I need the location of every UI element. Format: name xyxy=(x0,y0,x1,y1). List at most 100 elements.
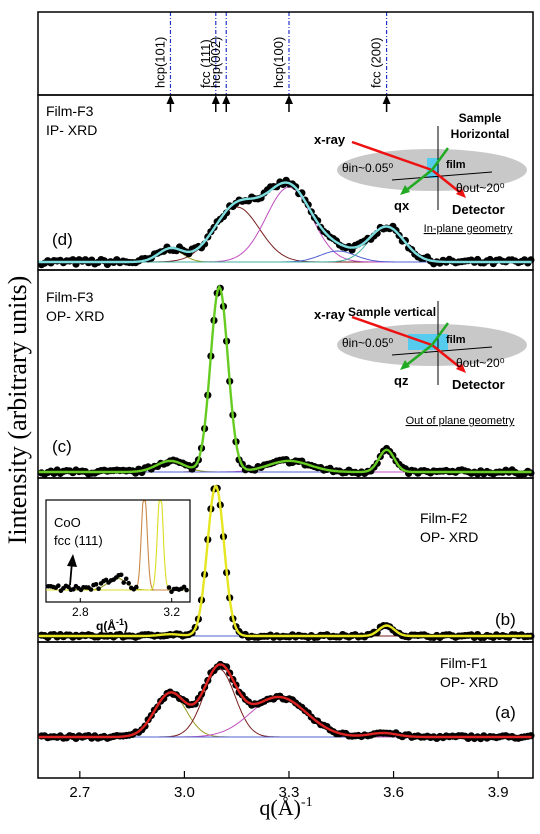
y-axis-label: Iintensity (arbitrary units) xyxy=(3,276,32,545)
panel-c-theta-out: θout~20⁰ xyxy=(456,356,505,370)
panel-d-theta-in: θin~0.05⁰ xyxy=(342,161,393,175)
panel-b-tag: (b) xyxy=(495,610,516,629)
reference-arrow-head-3 xyxy=(284,95,293,104)
panel-b: (b) Film-F2 OP- XRD xyxy=(37,484,535,642)
axes-layer: 2.7 3.0 3.3 3.6 3.9 xyxy=(37,11,534,801)
panel-d-geometry-inset: x-ray film θin~0.05⁰ θout~20⁰ qx Detector Samp… xyxy=(314,111,527,235)
reference-arrow-head-1 xyxy=(211,95,220,104)
panel-c-fit-curve xyxy=(38,284,532,474)
panel-b-zoom-xlabel: q(Å-1) xyxy=(96,617,128,633)
reference-label-2: hcp(002) xyxy=(208,37,223,88)
panel-b-fit-curve xyxy=(38,485,532,638)
panel-d-title-line-1: IP- XRD xyxy=(46,122,97,138)
panel-d-theta-out: θout~20⁰ xyxy=(456,181,505,195)
panel-d-sample-title-2: Horizontal xyxy=(451,127,510,141)
panel-b-zoom-point xyxy=(123,576,129,582)
panel-d-xray-in xyxy=(351,140,433,172)
panel-c-q-vector xyxy=(403,344,433,368)
panel-b-zoom-tick-label-1: 3.2 xyxy=(163,605,180,619)
panel-b-zoom-point xyxy=(71,587,76,592)
panel-c-sample-title-1: Sample vertical xyxy=(348,305,436,319)
x-tick-label-2: 3.3 xyxy=(279,784,300,801)
panel-c-xray-out xyxy=(431,344,463,370)
panel-a-point xyxy=(223,663,231,671)
panel-b-zoom-point xyxy=(181,584,187,590)
panel-b-zoom-title-1: CoO xyxy=(54,515,81,530)
panel-d-axis-horizontal xyxy=(391,171,493,181)
panel-c: (c) Film-F3 OP- XRD xyxy=(37,284,535,478)
panel-a-fit-curve xyxy=(38,663,532,739)
panel-c-geometry-inset: x-ray film θin~0.05⁰ θout~20⁰ qz Detector Samp… xyxy=(314,301,527,427)
panel-a: (a) Film-F1 OP- XRD xyxy=(37,655,535,743)
panel-a-tag: (a) xyxy=(495,703,516,722)
panel-a-title-line-1: OP- XRD xyxy=(440,674,498,690)
panel-d-xray-out xyxy=(431,169,463,195)
panel-c-xray-out-arrow xyxy=(456,363,466,373)
panel-b-zoom-point xyxy=(118,572,124,578)
panel-b-zoom-point xyxy=(93,582,99,587)
panel-d-detector-label: Detector xyxy=(452,202,505,217)
reference-arrow-head-2 xyxy=(222,95,231,104)
panel-b-zoom-point xyxy=(121,580,126,585)
reference-label-0: hcp(101) xyxy=(152,37,167,88)
panel-b-zoom-xlabel-exp: -1 xyxy=(116,617,124,627)
panel-b-zoom-tick-label-0: 2.8 xyxy=(72,605,89,619)
panel-c-theta-in: θin~0.05⁰ xyxy=(342,336,393,350)
panel-b-zoom-point xyxy=(166,585,172,590)
panel-c-q-label: qz xyxy=(394,373,409,388)
reference-arrow-head-0 xyxy=(166,95,175,104)
x-tick-label-3: 3.6 xyxy=(383,784,404,801)
x-tick-label-4: 3.9 xyxy=(488,784,509,801)
panel-d-sample-title-1: Sample xyxy=(459,111,502,125)
panel-d-title-line-0: Film-F3 xyxy=(46,103,94,119)
x-axis-label-text: q(Å) xyxy=(259,795,301,820)
panel-d: (d) Film-F3 IP- XRD xyxy=(37,103,535,269)
panel-b-zoom-arrow-head xyxy=(67,554,77,567)
panel-b-zoom-point xyxy=(56,583,61,588)
panel-d-film-label: film xyxy=(446,159,466,171)
panel-c-title-line-0: Film-F3 xyxy=(46,289,94,305)
panel-d-q-vector xyxy=(403,169,433,193)
panel-c-film-label: film xyxy=(446,334,466,346)
x-axis-label: q(Å)-1 xyxy=(259,795,312,820)
panel-c-axis-horizontal xyxy=(391,346,493,356)
x-axis-label-exp: -1 xyxy=(301,795,313,810)
reference-layer: hcp(101) fcc (111)hcp(002) hcp(100) fcc (20… xyxy=(152,12,391,112)
panel-b-zoom-point xyxy=(88,587,94,592)
panel-c-xray-label: x-ray xyxy=(314,307,346,322)
panel-a-title-line-0: Film-F1 xyxy=(440,655,488,671)
panel-d-xray-out-arrow xyxy=(456,188,466,198)
panel-c-tag: (c) xyxy=(52,437,72,456)
panel-d-fit-curve xyxy=(38,181,532,264)
panel-b-zoom-xlabel-text: q(Å xyxy=(96,618,116,633)
panel-b-zoom-xlabel-close: ) xyxy=(124,619,128,633)
panel-d-q-label: qx xyxy=(394,198,410,213)
panel-b-zoom-point xyxy=(96,586,101,591)
panel-d-q-vector-opposite xyxy=(430,147,450,171)
panel-d-geometry-caption: In-plane geometry xyxy=(424,223,513,235)
x-tick-label-1: 3.0 xyxy=(174,784,195,801)
panel-d-q-vector-arrow xyxy=(400,185,410,195)
panel-c-detector-label: Detector xyxy=(452,377,505,392)
panel-b-zoom-point xyxy=(126,580,131,586)
panel-d-xray-label: x-ray xyxy=(314,132,346,147)
panel-b-zoom-point xyxy=(134,584,139,590)
panel-b-title-line-0: Film-F2 xyxy=(420,510,468,526)
panel-frame-a xyxy=(37,641,534,779)
x-tick-label-0: 2.7 xyxy=(69,784,90,801)
panel-b-title-line-1: OP- XRD xyxy=(420,529,478,545)
panel-c-xray-in xyxy=(351,315,433,347)
reference-label-3: hcp(100) xyxy=(271,37,286,88)
reference-arrow-head-4 xyxy=(382,95,391,104)
panel-c-q-vector-opposite xyxy=(430,322,450,346)
panel-b-zoom-title-2: fcc (111) xyxy=(54,533,103,548)
panel-d-tag: (d) xyxy=(52,230,73,249)
panel-c-geometry-caption: Out of plane geometry xyxy=(406,415,515,427)
panel-c-title-line-1: OP- XRD xyxy=(46,308,104,324)
panel-b-zoom-inset: 2.8 3.2 q(Å-1) CoO fcc (111) xyxy=(45,499,191,633)
panel-b-zoom-point xyxy=(184,587,189,593)
panel-frame-c xyxy=(37,269,534,479)
reference-label-1: fcc (111) xyxy=(198,39,213,88)
panels-layer: (d) Film-F3 IP- XRD (c) Film-F3 OP- XRD (b) Fil… xyxy=(37,103,535,743)
